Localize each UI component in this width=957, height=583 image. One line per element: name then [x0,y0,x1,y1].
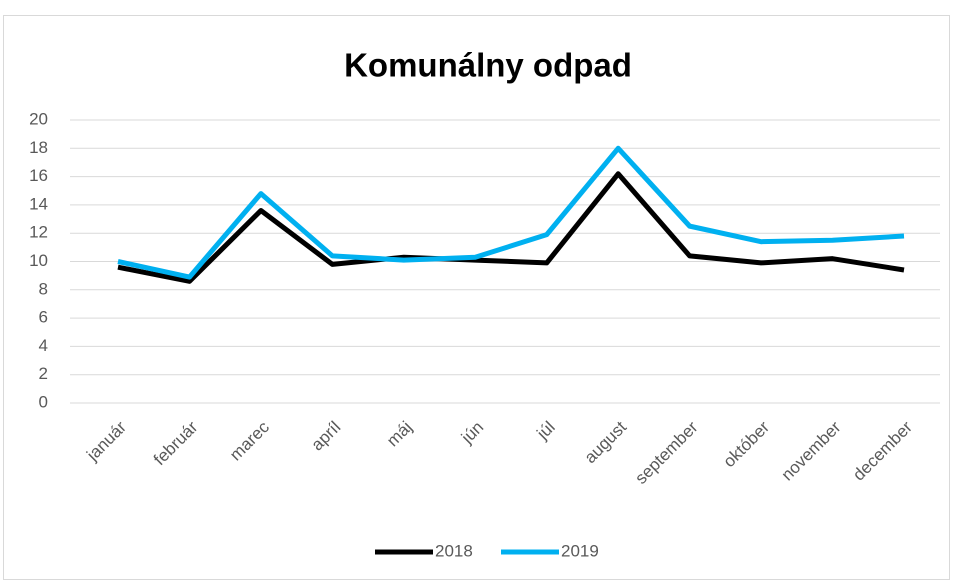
chart-frame [3,15,950,580]
y-tick-label: 18 [29,138,48,157]
legend-label: 2019 [561,541,599,560]
line-series [117,171,905,284]
y-tick-label: 16 [29,166,48,185]
legend-label: 2018 [435,541,473,560]
y-tick-label: 14 [29,194,48,213]
y-tick-label: 6 [39,308,48,327]
line-series [117,145,905,280]
chart-title: Komunálny odpad [344,47,632,84]
y-tick-label: 12 [29,223,48,242]
y-tick-label: 4 [39,336,48,355]
y-tick-label: 0 [39,392,48,411]
y-tick-label: 2 [39,364,48,383]
y-tick-label: 10 [29,251,48,270]
y-tick-label: 8 [39,279,48,298]
y-tick-label: 20 [29,109,48,128]
